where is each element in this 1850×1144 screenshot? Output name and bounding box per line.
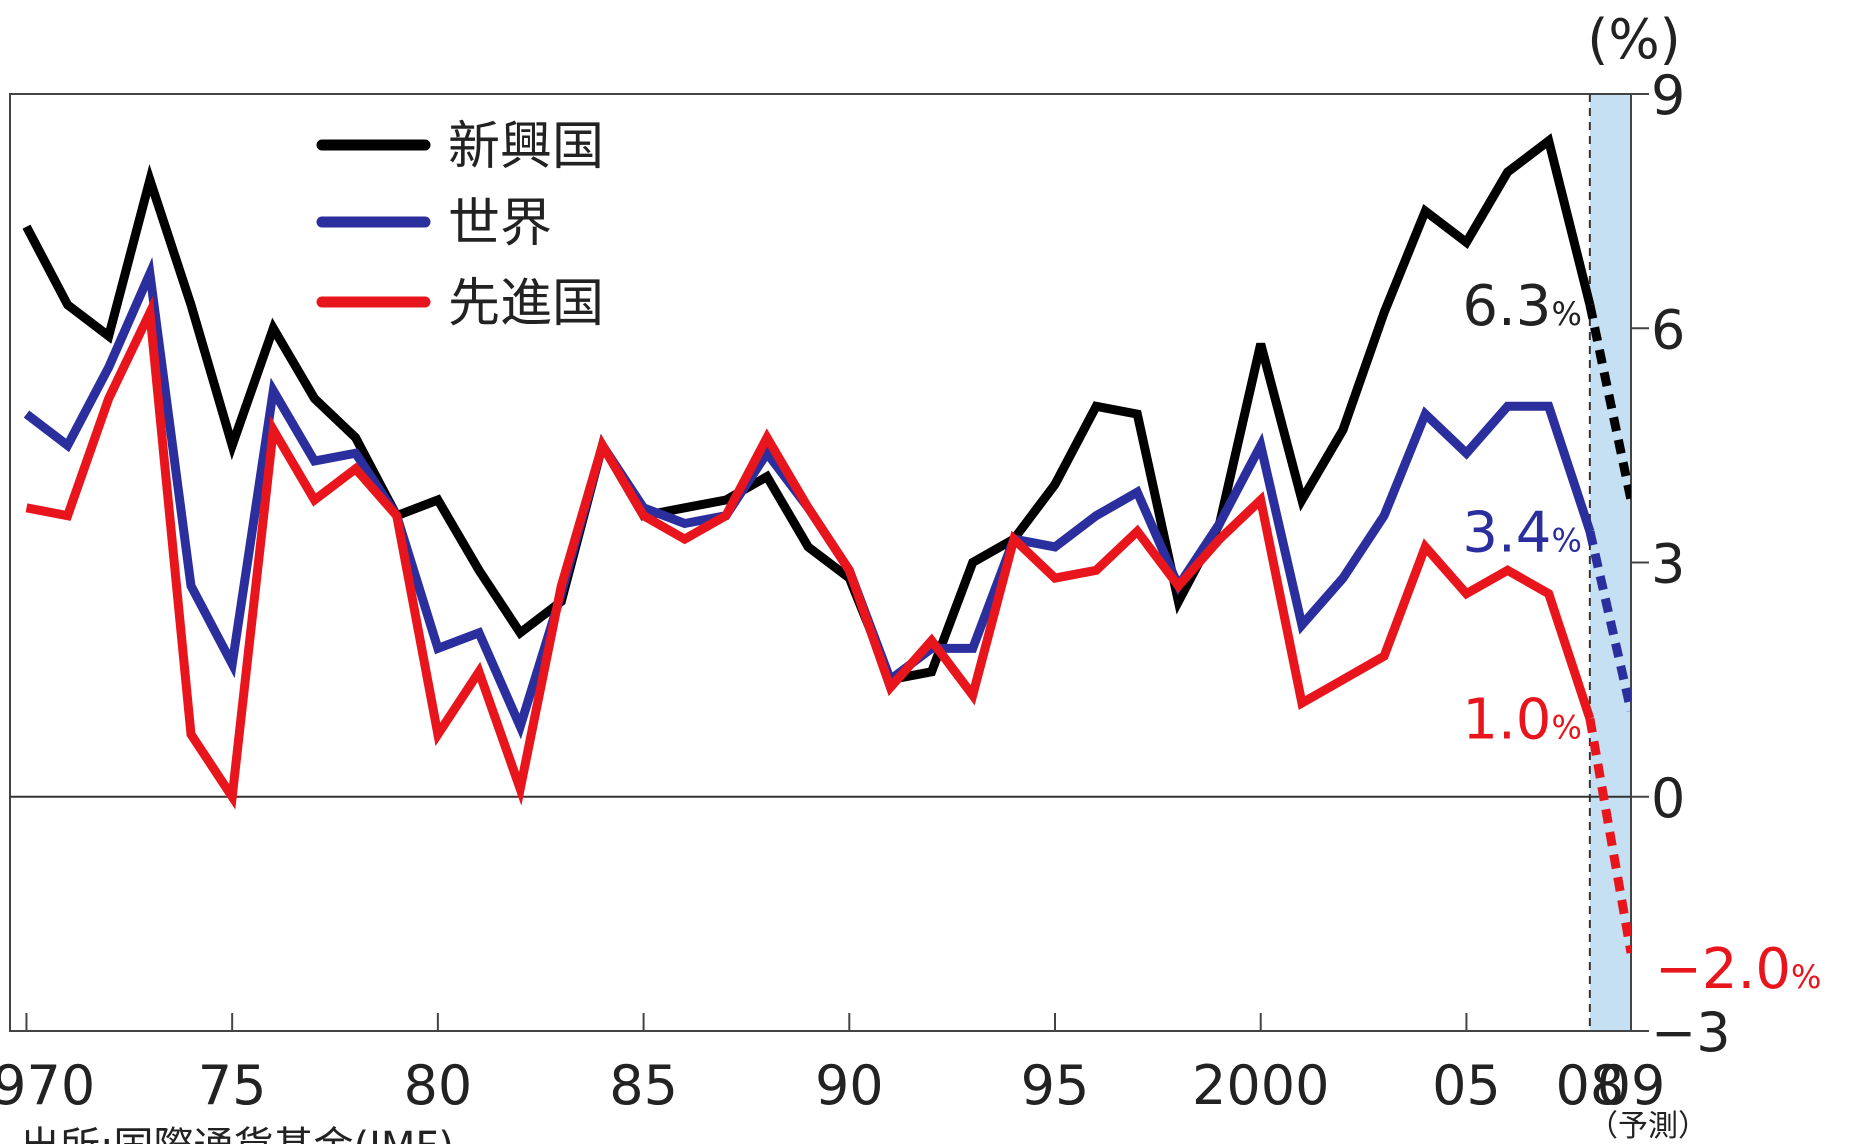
- y-tick-label: 3: [1651, 533, 1685, 596]
- y-tick-label: 6: [1651, 298, 1685, 361]
- plot-frame: [9, 93, 1632, 1032]
- series-end-label: 1.0%: [1462, 688, 1581, 753]
- x-tick-label: 90: [815, 1054, 884, 1117]
- source-note: 出所:国際通貨基金(IMF): [20, 1124, 454, 1144]
- series-callouts: 6.3%3.4%1.0%−2.0%: [1462, 274, 1821, 1002]
- x-tick-label: 80: [404, 1054, 473, 1117]
- x-tick-label: 95: [1021, 1054, 1090, 1117]
- percent-sign: %: [1551, 521, 1581, 559]
- legend-label-world: 世界: [448, 194, 552, 254]
- x-tick-label: 09: [1597, 1054, 1666, 1117]
- y-tick-label: −3: [1651, 1001, 1731, 1064]
- y-tick-label: 9: [1651, 64, 1685, 127]
- percent-sign: %: [1551, 295, 1581, 333]
- series-end-value: 3.4: [1462, 500, 1551, 565]
- x-tick-label: 08: [1555, 1054, 1624, 1117]
- y-axis: 9 6 3 0 −3: [1631, 64, 1731, 1064]
- series-end-label: 6.3%: [1462, 274, 1581, 339]
- forecast-note: （予測）: [1588, 1109, 1708, 1144]
- series-forecast-line: [1585, 530, 1631, 712]
- x-tick-label: 1970: [0, 1054, 95, 1117]
- series-end-value: 6.3: [1462, 274, 1551, 339]
- legend: 新興国 世界 先進国: [316, 117, 604, 334]
- series-end-value: 1.0: [1462, 688, 1551, 753]
- series-line: [22, 133, 1595, 685]
- percent-sign: %: [1551, 709, 1581, 747]
- legend-label-advanced: 先進国: [448, 274, 604, 334]
- x-tick-label: 75: [198, 1054, 267, 1117]
- x-tick-label: 85: [609, 1054, 678, 1117]
- series-forecast-label: −2.0%: [1655, 937, 1821, 1002]
- x-tick-label: 05: [1432, 1054, 1501, 1117]
- legend-label-emerging: 新興国: [448, 117, 604, 177]
- y-tick-label: 0: [1651, 767, 1685, 830]
- series-forecast-line: [1585, 717, 1631, 954]
- series-lines: [22, 133, 1631, 954]
- y-axis-label: (%): [1587, 8, 1680, 71]
- series-line: [25, 296, 1595, 810]
- series-end-label: 3.4%: [1462, 500, 1581, 565]
- percent-sign: %: [1791, 958, 1821, 996]
- series-forecast-value: −2.0: [1655, 937, 1791, 1002]
- series-forecast-line: [1585, 303, 1631, 501]
- x-tick-label: 2000: [1192, 1054, 1329, 1117]
